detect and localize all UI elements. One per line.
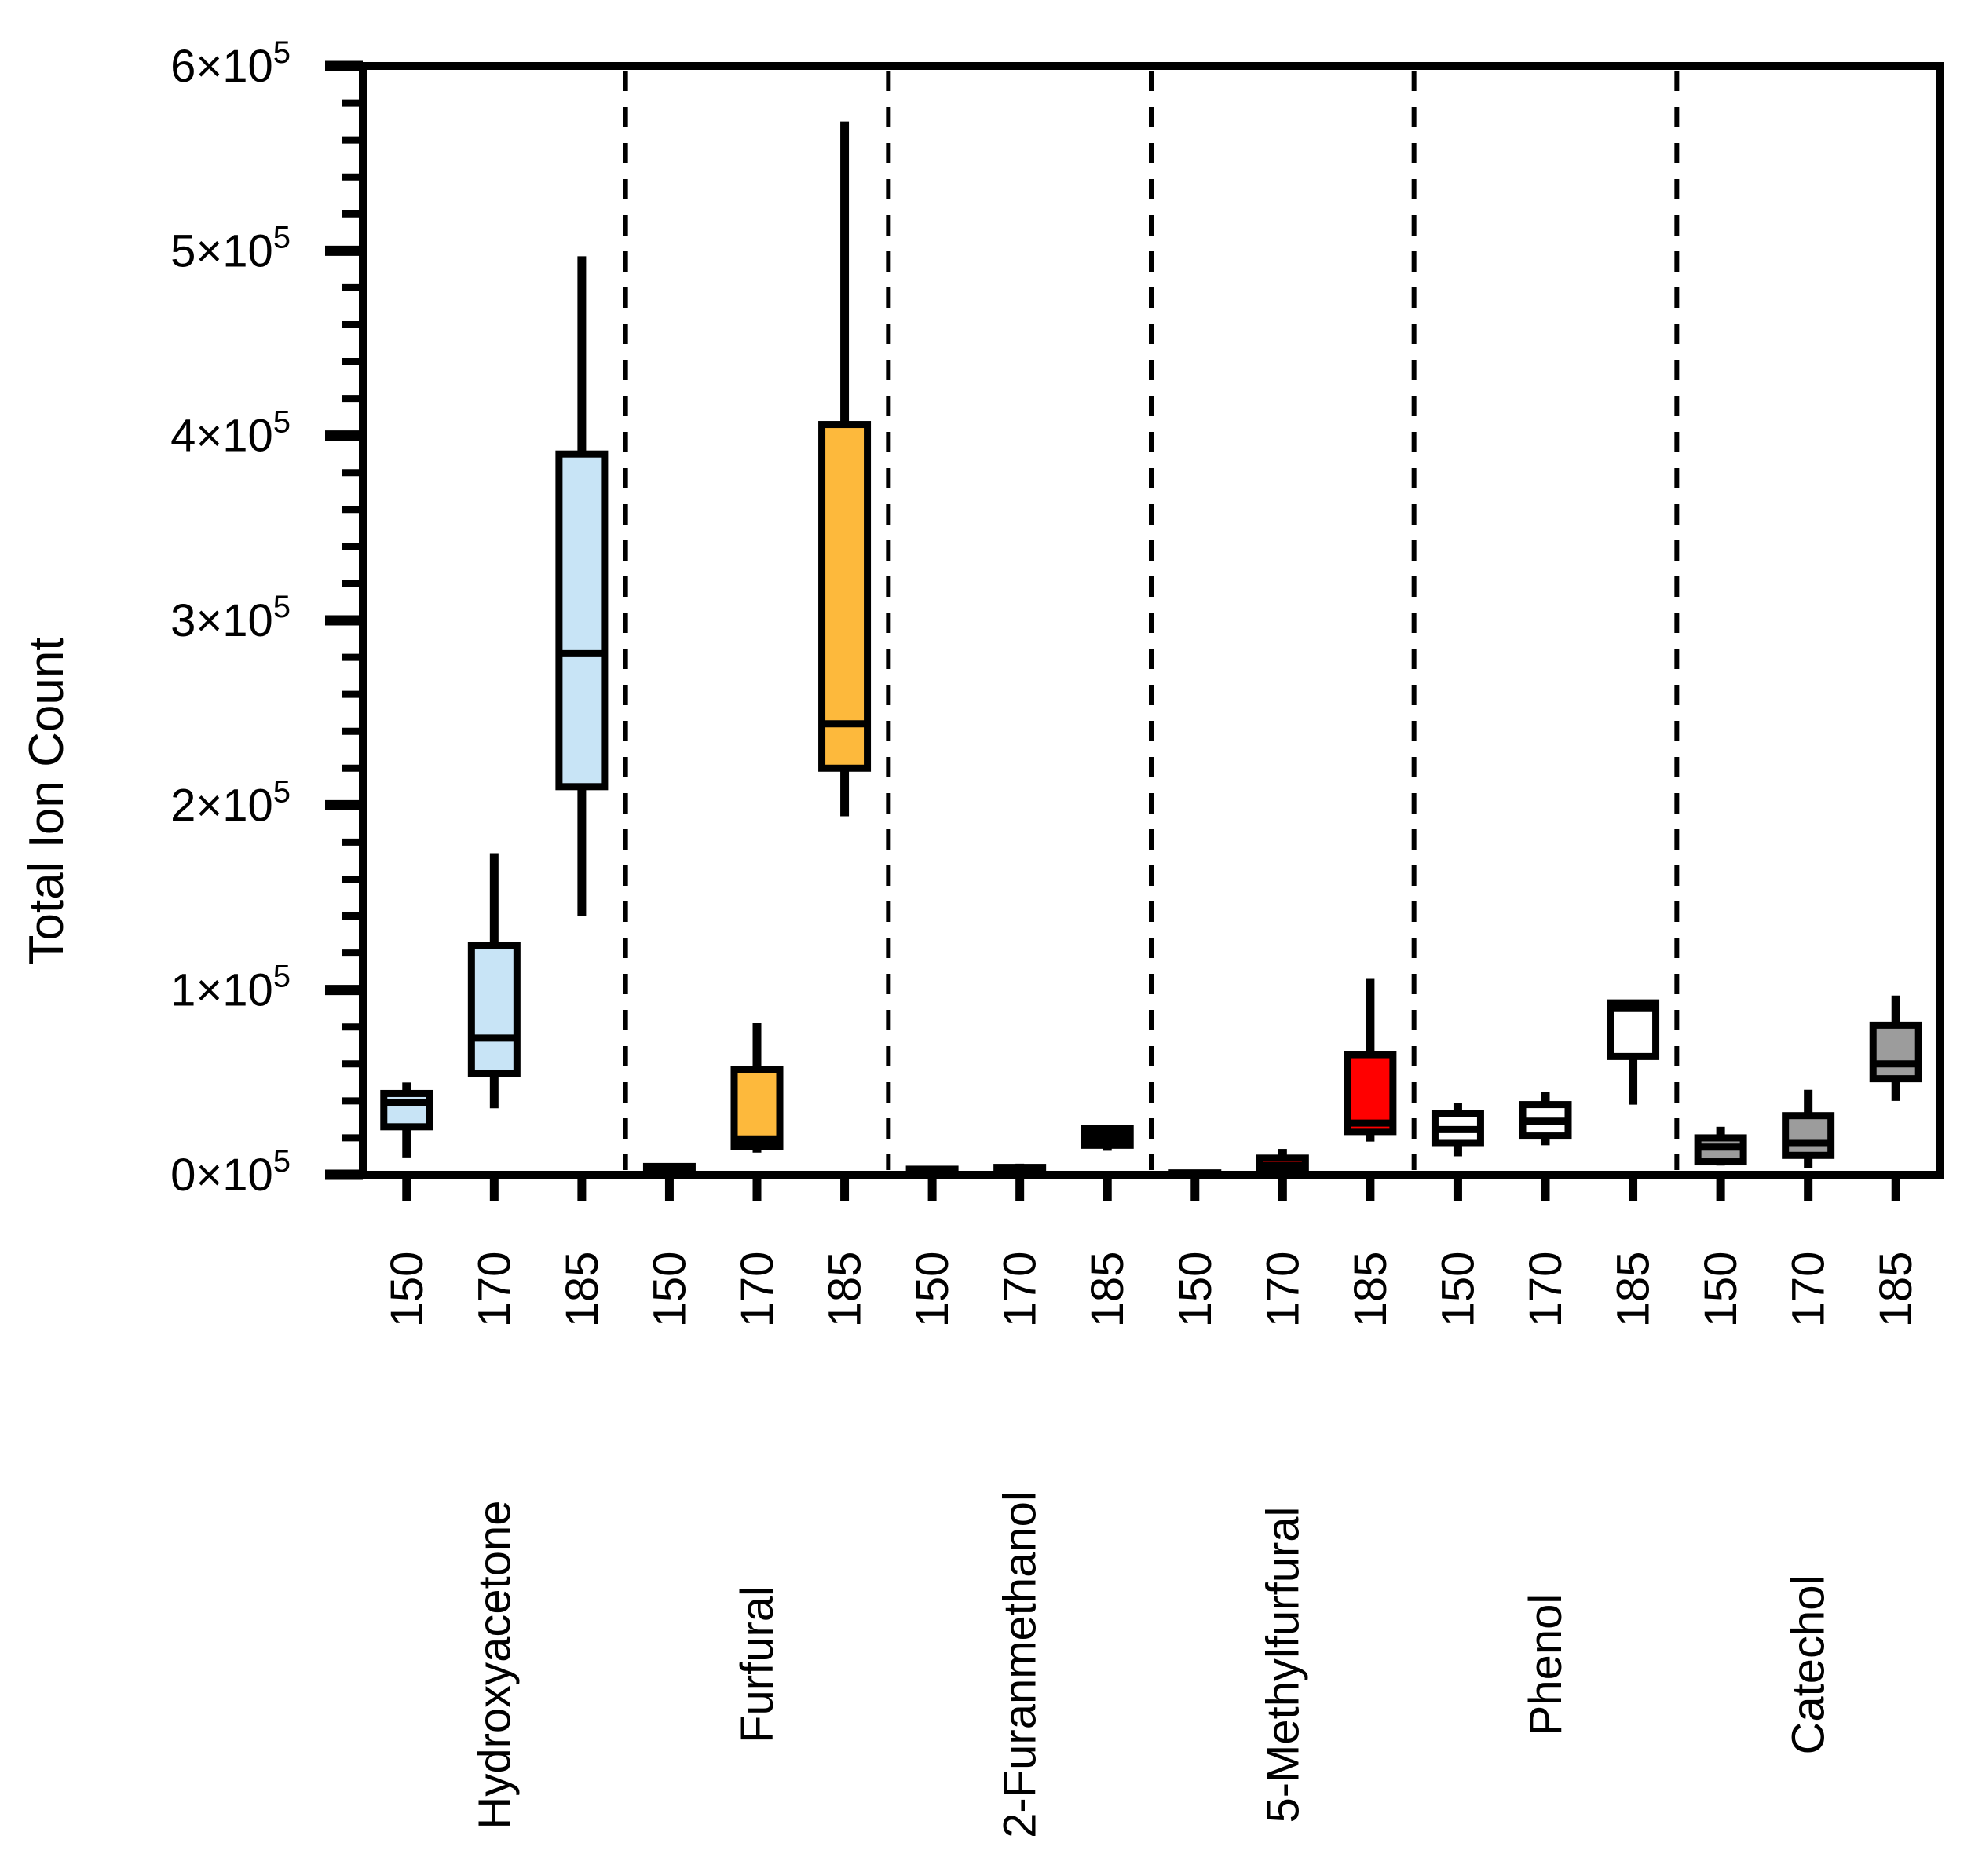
- box-phenol-150: [1431, 1103, 1484, 1157]
- x-tick-label: 170: [1257, 1252, 1308, 1328]
- plot-frame: [359, 62, 1944, 1179]
- box-catechol-150: [1694, 1126, 1747, 1166]
- box-5-methylfurfural-170: [1256, 1149, 1309, 1176]
- box-hydroxyacetone-185: [555, 256, 609, 916]
- x-tick-label: 170: [732, 1252, 783, 1328]
- box-2-furanmethanol-185: [1081, 1125, 1134, 1151]
- group-label-2-furanmethanol: 2-Furanmethanol: [995, 1491, 1046, 1838]
- x-tick-label: 185: [557, 1252, 608, 1328]
- x-tick-label: 170: [1783, 1252, 1834, 1328]
- group-label-phenol: Phenol: [1520, 1594, 1571, 1736]
- y-tick-label: 3×105: [170, 590, 291, 646]
- x-tick-label: 150: [1170, 1252, 1221, 1328]
- y-tick-label: 5×105: [170, 220, 291, 276]
- box-hydroxyacetone-170: [467, 853, 521, 1109]
- y-tick-label: 4×105: [170, 405, 291, 462]
- box-phenol-185: [1607, 999, 1660, 1105]
- box-hydroxyacetone-150: [380, 1082, 433, 1158]
- x-tick-label: 150: [1695, 1252, 1746, 1328]
- box-catechol-185: [1869, 995, 1922, 1101]
- x-tick-label: 185: [1870, 1252, 1922, 1328]
- x-tick-label: 185: [820, 1252, 871, 1328]
- x-tick-label: 185: [1082, 1252, 1133, 1328]
- y-axis-title: Total Ion Count: [20, 637, 74, 964]
- box-furfural-170: [730, 1023, 784, 1153]
- group-label-5-methylfurfural: 5-Methylfurfural: [1257, 1507, 1308, 1823]
- y-tick-label: 0×105: [170, 1144, 291, 1201]
- box-furfural-185: [818, 121, 872, 817]
- box-phenol-170: [1519, 1092, 1572, 1146]
- plot-area: 0×105 1×105 2×105 3×105 4×105 5×105 6×105 150 17…: [170, 35, 1944, 1838]
- y-tick-label: 2×105: [170, 774, 291, 831]
- box-catechol-170: [1782, 1089, 1835, 1168]
- box-5-methylfurfural-185: [1344, 978, 1397, 1142]
- y-tick-label: 1×105: [170, 960, 291, 1016]
- group-label-hydroxyacetone: Hydroxyacetone: [469, 1500, 520, 1829]
- x-tick-label: 170: [1520, 1252, 1571, 1328]
- y-tick-label: 6×105: [170, 35, 291, 92]
- group-label-catechol: Catechol: [1783, 1575, 1834, 1755]
- x-tick-label: 150: [382, 1252, 433, 1328]
- x-tick-label: 170: [995, 1252, 1046, 1328]
- x-tick-label: 185: [1608, 1252, 1659, 1328]
- x-tick-label: 170: [469, 1252, 520, 1328]
- x-tick-label: 150: [1432, 1252, 1483, 1328]
- x-tick-label: 150: [907, 1252, 958, 1328]
- group-label-furfural: Furfural: [732, 1586, 783, 1743]
- x-tick-label: 185: [1345, 1252, 1396, 1328]
- x-tick-label: 150: [644, 1252, 695, 1328]
